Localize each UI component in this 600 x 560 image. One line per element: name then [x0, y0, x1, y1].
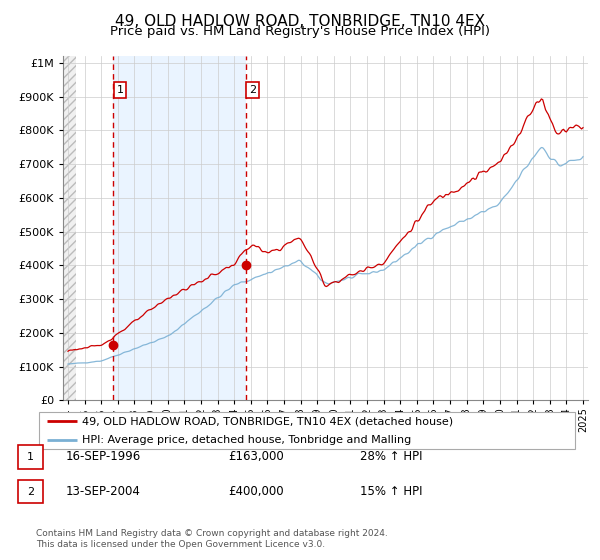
Text: 1: 1 — [27, 452, 34, 462]
Text: 2: 2 — [249, 85, 256, 95]
Text: Contains HM Land Registry data © Crown copyright and database right 2024.
This d: Contains HM Land Registry data © Crown c… — [36, 529, 388, 549]
Text: 15% ↑ HPI: 15% ↑ HPI — [360, 485, 422, 498]
Text: £400,000: £400,000 — [228, 485, 284, 498]
Text: 49, OLD HADLOW ROAD, TONBRIDGE, TN10 4EX: 49, OLD HADLOW ROAD, TONBRIDGE, TN10 4EX — [115, 14, 485, 29]
Text: Price paid vs. HM Land Registry's House Price Index (HPI): Price paid vs. HM Land Registry's House … — [110, 25, 490, 38]
Text: 28% ↑ HPI: 28% ↑ HPI — [360, 450, 422, 464]
Bar — [113, 56, 246, 400]
FancyBboxPatch shape — [39, 412, 575, 449]
Text: 1: 1 — [116, 85, 124, 95]
Text: 16-SEP-1996: 16-SEP-1996 — [66, 450, 141, 464]
Bar — [63, 56, 76, 400]
Text: HPI: Average price, detached house, Tonbridge and Malling: HPI: Average price, detached house, Tonb… — [82, 435, 412, 445]
Text: 13-SEP-2004: 13-SEP-2004 — [66, 485, 141, 498]
Text: 49, OLD HADLOW ROAD, TONBRIDGE, TN10 4EX (detached house): 49, OLD HADLOW ROAD, TONBRIDGE, TN10 4EX… — [82, 417, 453, 426]
Text: £163,000: £163,000 — [228, 450, 284, 464]
Text: 2: 2 — [27, 487, 34, 497]
